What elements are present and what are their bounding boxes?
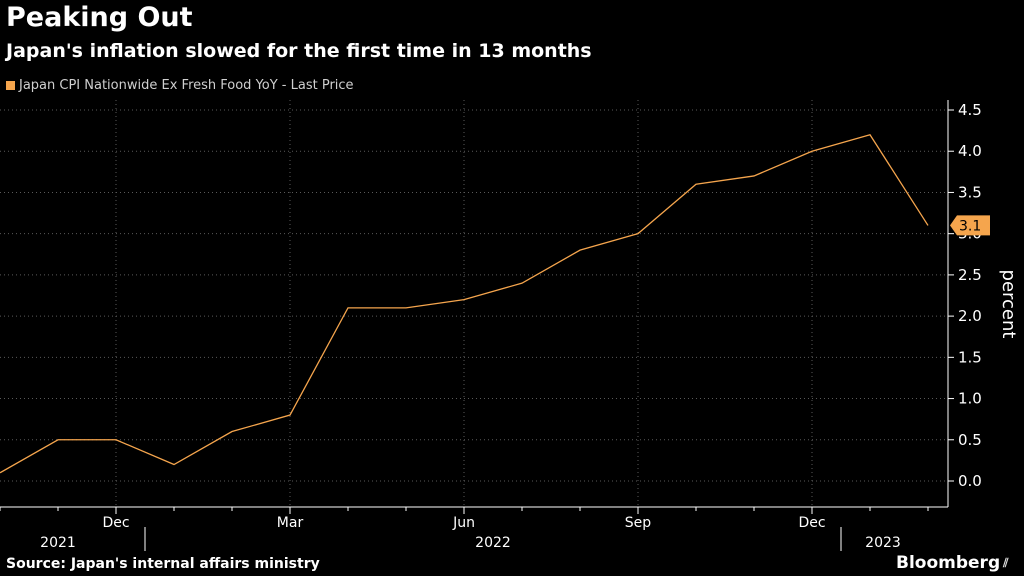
chart-subtitle: Japan's inflation slowed for the first t… — [6, 40, 592, 62]
data-point — [637, 232, 640, 235]
y-tick-label: 0.0 — [958, 472, 982, 490]
last-value-label: 3.1 — [959, 218, 981, 234]
data-point — [869, 133, 872, 136]
data-point — [463, 298, 466, 301]
x-year-label: 2022 — [475, 535, 511, 551]
data-point — [521, 282, 524, 285]
y-tick-label: 1.0 — [958, 390, 982, 408]
legend: Japan CPI Nationwide Ex Fresh Food YoY -… — [6, 78, 354, 93]
y-tick-label: 4.5 — [958, 101, 982, 119]
y-tick-label: 0.5 — [958, 431, 982, 449]
y-tick-label: 3.5 — [958, 183, 982, 201]
data-point — [347, 306, 350, 309]
x-tick-label: Mar — [277, 515, 304, 531]
data-point — [115, 438, 118, 441]
data-point — [579, 249, 582, 252]
y-tick-label: 2.0 — [958, 307, 982, 325]
data-point — [811, 150, 814, 153]
bloomberg-chart-icon: ⫽ — [1003, 555, 1009, 570]
x-tick-label: Jun — [452, 515, 475, 531]
legend-label: Japan CPI Nationwide Ex Fresh Food YoY -… — [19, 78, 354, 93]
legend-swatch — [6, 81, 15, 90]
data-point — [405, 306, 408, 309]
y-axis-title: percent — [998, 270, 1019, 339]
y-tick-label: 4.0 — [958, 142, 982, 160]
chart-title: Peaking Out — [6, 2, 193, 33]
data-point — [173, 463, 176, 466]
data-point — [57, 438, 60, 441]
data-point — [231, 430, 234, 433]
x-tick-label: Sep — [625, 515, 652, 531]
y-tick-label: 1.5 — [958, 348, 982, 366]
data-point — [927, 224, 930, 227]
x-tick-label: Dec — [102, 515, 129, 531]
data-point — [753, 174, 756, 177]
brand-name: Bloomberg — [896, 553, 1001, 573]
data-point — [289, 414, 292, 417]
data-point — [695, 183, 698, 186]
last-value-badge — [950, 215, 990, 236]
x-year-label: 2023 — [865, 535, 901, 551]
source-note: Source: Japan's internal affairs ministr… — [6, 556, 320, 572]
series-line — [0, 133, 929, 474]
y-tick-label: 2.5 — [958, 266, 982, 284]
x-year-label: 2021 — [40, 535, 76, 551]
x-tick-label: Dec — [798, 515, 825, 531]
brand-logo: Bloomberg ⫽ — [896, 553, 1008, 573]
